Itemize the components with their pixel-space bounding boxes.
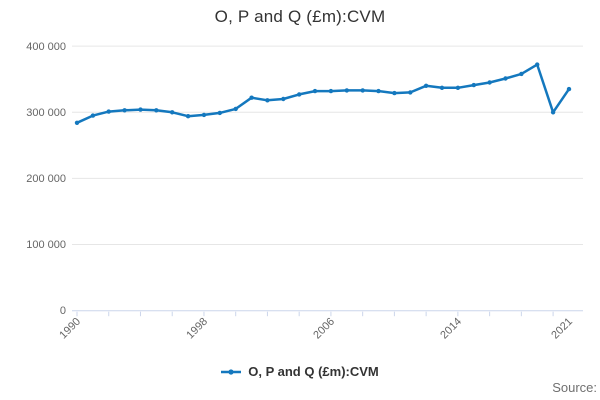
series-point[interactable] — [423, 83, 429, 89]
series-point[interactable] — [249, 95, 254, 100]
y-axis-label: 200 000 — [26, 173, 66, 185]
series-point[interactable] — [217, 110, 222, 116]
series-point[interactable] — [281, 96, 286, 102]
y-axis-labels: 400 000 300 000 200 000 100 000 0 — [26, 41, 66, 317]
series-point[interactable] — [503, 76, 508, 81]
x-axis-label: 2021 — [549, 316, 575, 342]
series-point[interactable] — [90, 113, 96, 118]
series-point[interactable] — [392, 90, 397, 96]
series-point[interactable] — [154, 108, 159, 113]
series-point[interactable] — [312, 88, 318, 94]
series-point[interactable] — [297, 92, 302, 97]
source-label: Source: — [552, 380, 597, 395]
x-axis-label: 1998 — [184, 316, 210, 342]
series-point[interactable] — [328, 88, 334, 94]
series-point[interactable] — [122, 108, 127, 113]
chart-title: O, P and Q (£m):CVM — [214, 7, 386, 26]
series-point[interactable] — [455, 85, 461, 91]
series-point[interactable] — [344, 88, 349, 93]
x-axis-labels: 1990 1998 2006 2014 2021 — [57, 316, 575, 342]
series-point[interactable] — [106, 109, 111, 114]
y-axis-label: 100 000 — [26, 239, 66, 251]
series-point[interactable] — [439, 85, 445, 91]
legend-item[interactable]: O, P and Q (£m):CVM — [221, 364, 379, 379]
legend-label: O, P and Q (£m):CVM — [248, 364, 379, 379]
plot-area: 400 000 300 000 200 000 100 000 0 1990 1… — [26, 41, 583, 342]
series-point[interactable] — [487, 80, 492, 85]
y-axis-label: 300 000 — [26, 107, 66, 119]
y-axis-label: 400 000 — [26, 41, 66, 53]
series-point[interactable] — [201, 112, 207, 118]
y-axis-label: 0 — [60, 305, 66, 317]
series-point[interactable] — [376, 88, 381, 94]
series-point[interactable] — [360, 88, 365, 93]
series-point[interactable] — [138, 107, 143, 112]
series-point[interactable] — [74, 120, 80, 126]
series-point[interactable] — [519, 71, 524, 77]
series-point[interactable] — [550, 110, 556, 115]
series-point[interactable] — [535, 62, 540, 67]
x-axis-label: 1990 — [57, 316, 83, 342]
series-point[interactable] — [566, 86, 572, 92]
series-point[interactable] — [265, 98, 270, 103]
x-axis-label: 2014 — [438, 316, 464, 342]
gridlines — [72, 45, 583, 246]
series-point[interactable] — [408, 90, 413, 95]
series-line[interactable] — [75, 63, 571, 125]
x-axis-label: 2006 — [311, 316, 337, 342]
series-point[interactable] — [170, 110, 175, 115]
x-axis — [72, 310, 583, 317]
legend: O, P and Q (£m):CVM — [0, 364, 600, 379]
series-group[interactable] — [74, 62, 572, 126]
series-point[interactable] — [233, 106, 238, 112]
series-point[interactable] — [185, 114, 191, 119]
series-point[interactable] — [471, 82, 476, 88]
legend-line-marker-icon — [221, 368, 242, 375]
